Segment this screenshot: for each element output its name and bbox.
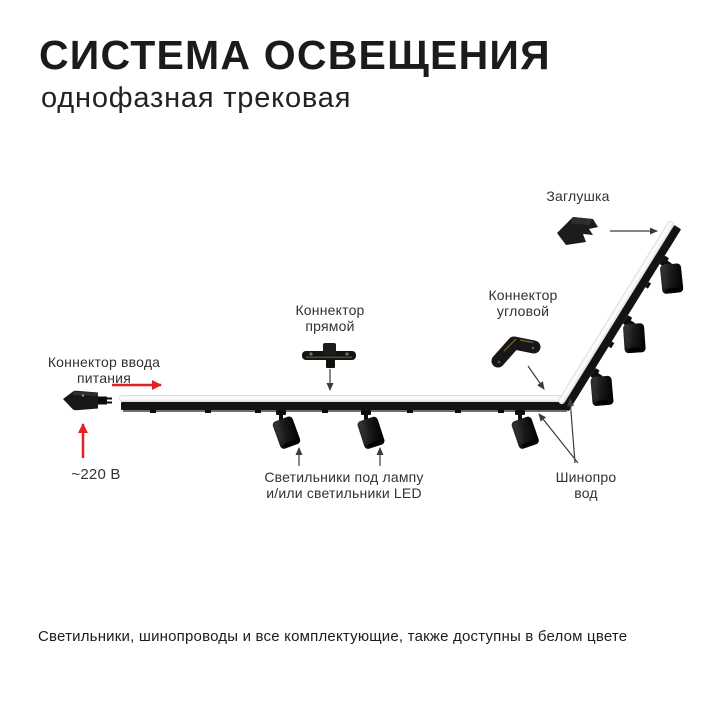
track-mount-tick xyxy=(498,410,504,413)
track-mount-tick xyxy=(255,410,261,413)
spotlight-stem xyxy=(364,414,368,420)
horizontal-track-lip xyxy=(123,410,567,412)
label-line: Коннектор ввода xyxy=(47,354,161,370)
horizontal-track-rail xyxy=(121,402,569,410)
track-mount-tick xyxy=(455,410,461,413)
label-corner-connector: Коннектор угловой xyxy=(488,287,557,319)
availability-note: Светильники, шинопроводы и все комплекту… xyxy=(38,628,628,645)
end-cap-image xyxy=(557,217,598,245)
spotlight-stem xyxy=(518,414,522,420)
label-straight-connector: Коннектор прямой xyxy=(295,302,364,334)
label-line: угловой xyxy=(496,303,550,319)
diagonal-track-rail xyxy=(561,225,682,412)
label-end-cap-text: Заглушка xyxy=(546,188,610,204)
spotlight-body xyxy=(510,415,540,450)
track-mount-tick xyxy=(322,410,328,413)
spotlight-clamp xyxy=(361,410,371,415)
label-line: и/или светильники LED xyxy=(266,485,422,501)
track-mount-tick xyxy=(150,410,156,413)
spotlight-body xyxy=(356,415,386,450)
spotlight-body xyxy=(659,263,684,295)
arrow-busbar-to-horizontal-track xyxy=(538,413,579,464)
straight-connector-image xyxy=(302,343,356,368)
label-line: вод xyxy=(574,485,598,501)
page-subtitle: однофазная трековая xyxy=(41,82,352,114)
label-end-cap: Заглушка xyxy=(546,188,609,204)
arrow-busbar-to-diagonal-track xyxy=(567,398,576,464)
label-line: прямой xyxy=(305,318,355,334)
label-busbar: Шинопро вод xyxy=(556,469,617,501)
spotlight-body xyxy=(271,415,302,450)
label-line: Коннектор xyxy=(295,302,365,318)
track-mount-tick xyxy=(407,410,413,413)
label-power-input-connector: Коннектор ввода питания xyxy=(48,354,160,386)
spotlight-stem xyxy=(279,414,283,420)
track-mount-tick xyxy=(205,410,211,413)
label-voltage: ~220 В xyxy=(71,467,120,483)
label-line: питания xyxy=(77,370,131,386)
page-title: СИСТЕМА ОСВЕЩЕНИЯ xyxy=(39,32,551,78)
label-fixtures: Светильники под лампу и/или светильники … xyxy=(264,469,423,501)
label-line: Коннектор xyxy=(488,287,558,303)
label-line: Светильники под лампу xyxy=(264,469,424,485)
spotlight-clamp xyxy=(276,410,286,415)
label-voltage-text: ~220 В xyxy=(71,466,121,483)
spotlight-body xyxy=(590,375,614,407)
corner-connector-image xyxy=(491,336,541,368)
spotlight-clamp xyxy=(515,410,525,415)
horizontal-track-diffuser xyxy=(119,395,569,402)
power-input-connector-image xyxy=(63,390,112,411)
label-line: Шинопро xyxy=(555,469,617,485)
spotlight-body xyxy=(622,322,646,354)
